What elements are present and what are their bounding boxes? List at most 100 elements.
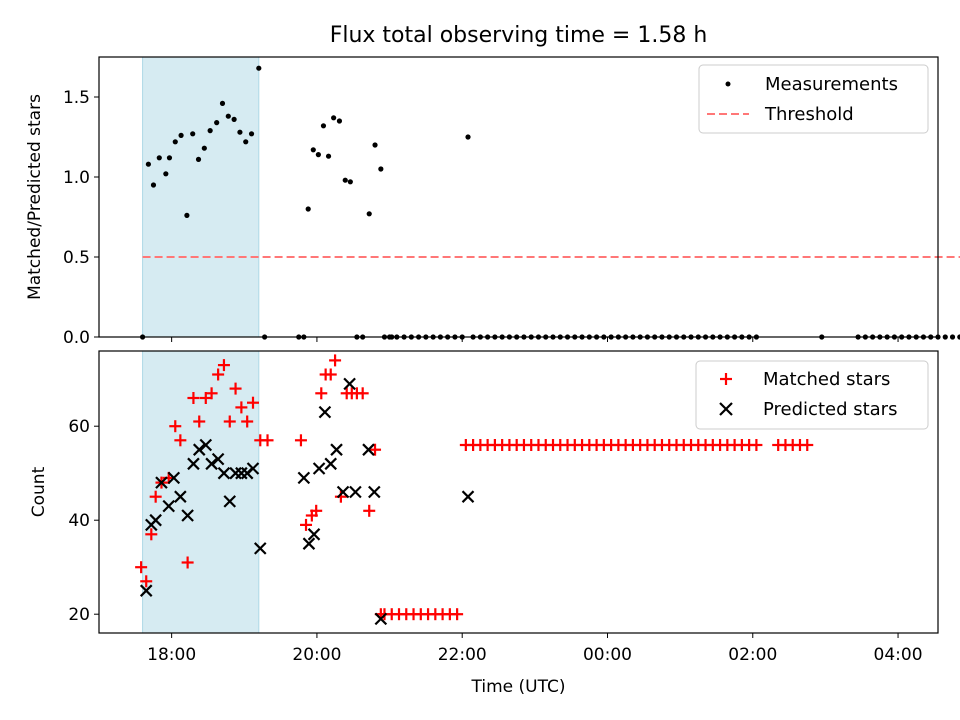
predicted-star-point-3 <box>155 476 168 489</box>
measurement-point-40 <box>465 134 471 140</box>
measurement-point-13 <box>214 120 220 126</box>
measurement-point-5 <box>166 155 173 161</box>
matched-star-point-22 <box>294 434 307 447</box>
measurement-point-32 <box>347 179 353 185</box>
matched-star-point-6 <box>169 420 182 433</box>
top-axes-frame <box>98 56 939 338</box>
measurement-point-1 <box>145 161 151 167</box>
bottom-y-tick-label-2: 60 <box>68 417 90 437</box>
matched-star-point-48 <box>451 608 464 621</box>
measurement-point-8 <box>184 212 190 218</box>
predicted-star-point-20 <box>297 471 311 485</box>
matched-star-point-18 <box>241 415 254 428</box>
measurement-point-18 <box>243 139 249 145</box>
measurement-point-35 <box>366 211 372 217</box>
predicted-star-point-30 <box>362 443 375 456</box>
matched-star-point-2 <box>145 528 158 541</box>
predicted-star-point-14 <box>223 495 237 508</box>
legend-measurements-marker <box>725 81 731 87</box>
matched-star-point-13 <box>212 368 225 381</box>
measurement-point-29 <box>331 115 337 121</box>
measurement-point-12 <box>207 128 213 134</box>
matched-star-point-16 <box>229 382 242 395</box>
matched-star-point-29 <box>329 354 342 367</box>
top-y-tick-label-1: 0.5 <box>63 248 90 268</box>
top-highlight-span <box>142 56 260 338</box>
x-tick-label-5: 04:00 <box>874 645 923 665</box>
predicted-star-point-22 <box>307 528 321 541</box>
measurement-point-15 <box>225 113 231 119</box>
matched-star-point-12 <box>205 387 218 400</box>
matched-star-point-34 <box>356 387 369 400</box>
x-axis-label: Time (UTC) <box>471 677 566 697</box>
predicted-star-point-10 <box>199 438 213 452</box>
measurement-point-25 <box>310 147 316 153</box>
measurement-point-19 <box>248 131 255 137</box>
predicted-star-point-23 <box>312 462 326 475</box>
measurement-point-26 <box>315 152 321 158</box>
measurement-point-28 <box>325 153 332 159</box>
matched-star-point-7 <box>174 434 187 447</box>
top-x-ticks <box>171 337 899 342</box>
legend-matched-marker <box>720 373 732 385</box>
top-y-ticks: 0.0 0.5 1.0 1.5 <box>63 88 99 348</box>
predicted-star-point-26 <box>330 443 343 456</box>
bottom-y-ticks: 20 40 60 <box>68 417 99 625</box>
top-panel: 0.0 0.5 1.0 1.5 Matched/Predicted stars Mea… <box>25 56 960 348</box>
measurement-point-36 <box>372 142 378 148</box>
bottom-legend-box <box>695 360 929 430</box>
legend-predicted-marker <box>719 402 733 416</box>
top-y-tick-label-0: 0.0 <box>63 328 90 348</box>
measurement-point-30 <box>336 118 343 124</box>
predicted-star-point-31 <box>368 485 381 499</box>
predicted-star-point-19 <box>253 542 267 555</box>
predicted-star-point-7 <box>181 509 194 522</box>
legend-threshold-label: Threshold <box>764 104 854 125</box>
top-y-tick-label-3: 1.5 <box>63 88 90 108</box>
predicted-star-point-2 <box>149 513 162 527</box>
matched-star-point-89 <box>750 439 763 451</box>
predicted-star-point-9 <box>192 443 206 456</box>
measurement-point-3 <box>156 155 162 161</box>
top-y-axis-label: Matched/Predicted stars <box>25 94 45 300</box>
measurement-point-2 <box>150 182 157 188</box>
x-tick-label-0: 18:00 <box>147 645 196 665</box>
matched-star-point-1 <box>140 575 153 588</box>
predicted-star-point-21 <box>302 537 316 550</box>
measurement-point-105 <box>942 334 948 340</box>
matched-star-point-15 <box>223 415 236 428</box>
measurement-point-10 <box>195 156 202 162</box>
predicted-star-point-28 <box>343 377 356 391</box>
top-y-tick-label-2: 1.0 <box>63 168 90 188</box>
bottom-y-tick-label-1: 40 <box>68 511 90 531</box>
matched-star-point-28 <box>324 368 337 381</box>
predicted-star-point-11 <box>205 457 218 471</box>
predicted-star-point-32 <box>374 612 388 626</box>
matched-star-point-14 <box>217 359 230 372</box>
measurement-point-16 <box>231 116 237 122</box>
bottom-y-axis-label: Count <box>29 466 49 517</box>
predicted-star-point-27 <box>336 485 350 499</box>
bottom-legend: Matched stars Predicted stars <box>695 360 929 430</box>
matched-star-point-0 <box>135 561 148 574</box>
x-tick-label-4: 02:00 <box>728 645 777 665</box>
matched-star-point-23 <box>300 518 313 531</box>
predicted-star-point-33 <box>461 490 475 503</box>
top-legend: Measurements Threshold <box>698 64 929 134</box>
measurement-point-9 <box>190 131 196 137</box>
measurement-point-27 <box>320 123 327 129</box>
measurement-point-14 <box>219 100 226 106</box>
matched-star-point-9 <box>187 392 200 404</box>
measurement-point-24 <box>305 206 311 212</box>
predicted-star-point-29 <box>349 485 362 499</box>
measurement-point-37 <box>378 166 384 172</box>
predicted-star-point-13 <box>217 466 231 480</box>
predicted-star-point-24 <box>318 405 332 419</box>
legend-predicted-label: Predicted stars <box>763 399 897 420</box>
bottom-highlight-span <box>142 350 260 634</box>
matched-star-point-36 <box>369 443 382 456</box>
x-tick-label-3: 00:00 <box>583 645 632 665</box>
measurement-point-4 <box>163 171 169 177</box>
measurement-point-31 <box>342 177 348 183</box>
bottom-y-tick-label-0: 20 <box>68 605 90 625</box>
